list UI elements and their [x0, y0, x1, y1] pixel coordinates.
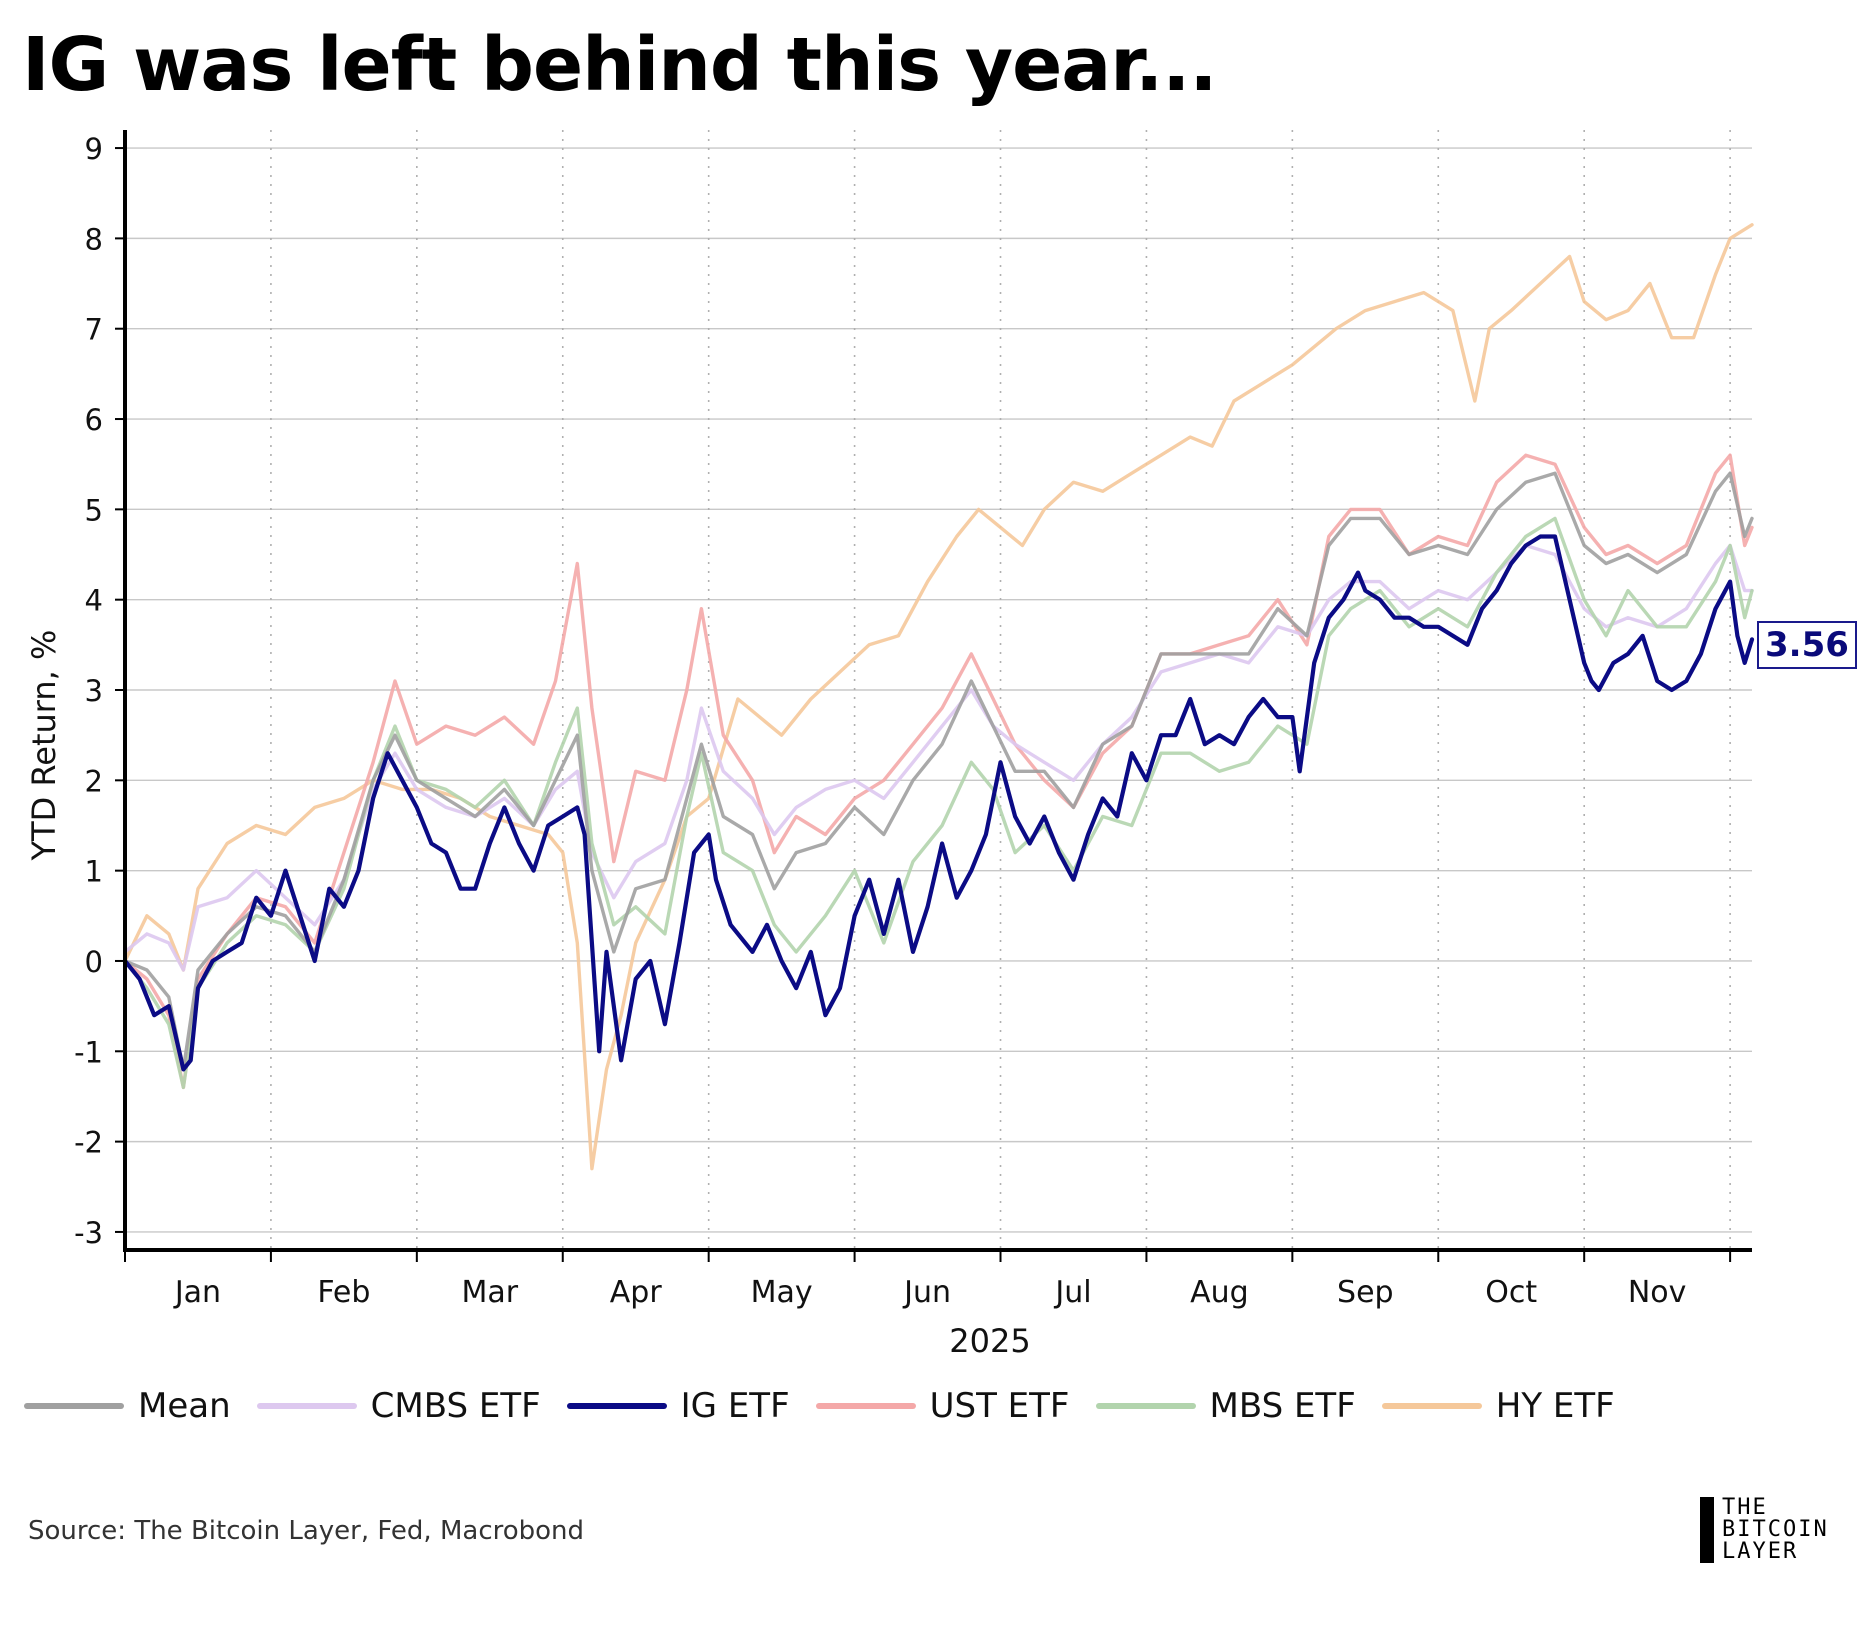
x-tick-label: Oct	[1485, 1275, 1537, 1310]
logo-text: THE BITCOIN LAYER	[1722, 1497, 1829, 1563]
y-tick-label: 6	[85, 403, 103, 437]
source-note: Source: The Bitcoin Layer, Fed, Macrobon…	[28, 1516, 585, 1546]
x-tick-label: Nov	[1628, 1275, 1687, 1310]
series-lines	[122, 223, 1755, 1171]
legend-label: CMBS ETF	[370, 1386, 541, 1426]
series-line-hy-etf	[123, 223, 1754, 1171]
y-tick-label: -3	[74, 1216, 103, 1250]
legend-label: IG ETF	[680, 1386, 790, 1426]
legend-label: HY ETF	[1495, 1386, 1615, 1426]
legend-item-mean: Mean	[24, 1386, 231, 1426]
x-tick-label: Mar	[461, 1275, 518, 1310]
chart-title: IG was left behind this year...	[22, 22, 1218, 108]
x-tick-label: Sep	[1337, 1275, 1394, 1310]
y-tick-label: 9	[85, 132, 103, 166]
legend-swatch	[566, 1403, 667, 1409]
x-axis-label: 2025	[949, 1322, 1030, 1360]
x-tick-label: May	[751, 1275, 813, 1310]
axes	[123, 130, 1752, 1252]
legend-swatch	[24, 1403, 124, 1409]
y-tick-label: 3	[85, 674, 103, 708]
logo-bar	[1700, 1497, 1714, 1563]
legend-label: MBS ETF	[1209, 1386, 1356, 1426]
x-tick-label: Apr	[610, 1275, 663, 1310]
y-tick-label: 2	[85, 764, 103, 798]
y-tick-label: -1	[74, 1035, 103, 1069]
series-line-cmbs-etf	[123, 543, 1754, 972]
legend-item-hy-etf: HY ETF	[1381, 1386, 1615, 1426]
x-tick-label: Jul	[1053, 1275, 1091, 1310]
x-tick-label: Aug	[1190, 1275, 1249, 1310]
x-tick-label: Feb	[317, 1275, 370, 1310]
y-tick-label: -2	[74, 1126, 103, 1160]
x-axis-ticks: Jan Feb Mar Apr May Jun Jul Aug Sep Oct Nov	[124, 1250, 1732, 1310]
logo-line-1: THE	[1722, 1495, 1768, 1520]
x-tick-label: Jan	[173, 1275, 221, 1310]
logo-line-3: LAYER	[1722, 1539, 1799, 1564]
legend-swatch	[1095, 1403, 1196, 1409]
y-axis-ticks: -3 -2 -1 0 1 2 3 4 5 6 7 8 9	[74, 132, 125, 1250]
y-tick-label: 5	[85, 493, 103, 527]
legend-item-ust-etf: UST ETF	[815, 1386, 1070, 1426]
y-tick-label: 7	[85, 313, 103, 347]
x-tick-label: Jun	[902, 1275, 951, 1310]
y-tick-label: 1	[85, 855, 103, 889]
legend-label: UST ETF	[929, 1386, 1070, 1426]
legend-item-ig-etf: IG ETF	[566, 1386, 790, 1426]
legend-item-mbs-etf: MBS ETF	[1095, 1386, 1356, 1426]
legend-label: Mean	[138, 1386, 231, 1426]
series-line-ust-etf	[123, 453, 1754, 1090]
logo-line-2: BITCOIN	[1722, 1517, 1829, 1542]
y-tick-label: 4	[85, 584, 103, 618]
legend-item-cmbs-etf: CMBS ETF	[256, 1386, 541, 1426]
legend-swatch	[1381, 1403, 1482, 1409]
legend-swatch	[256, 1403, 357, 1409]
series-line-mean	[123, 471, 1754, 1072]
series-line-ig-etf	[122, 534, 1755, 1072]
gridlines	[125, 130, 1752, 1250]
bitcoin-layer-logo: THE BITCOIN LAYER	[1700, 1497, 1829, 1563]
series-line-mbs-etf	[123, 516, 1754, 1090]
last-value-label: 3.56	[1757, 621, 1857, 669]
y-tick-label: 8	[85, 222, 103, 256]
y-axis-label: YTD Return, %	[25, 630, 63, 862]
y-tick-label: 0	[85, 945, 103, 979]
legend-swatch	[815, 1403, 916, 1409]
legend: Mean CMBS ETF IG ETF UST ETF MBS ETF HY ETF	[24, 1386, 1627, 1426]
